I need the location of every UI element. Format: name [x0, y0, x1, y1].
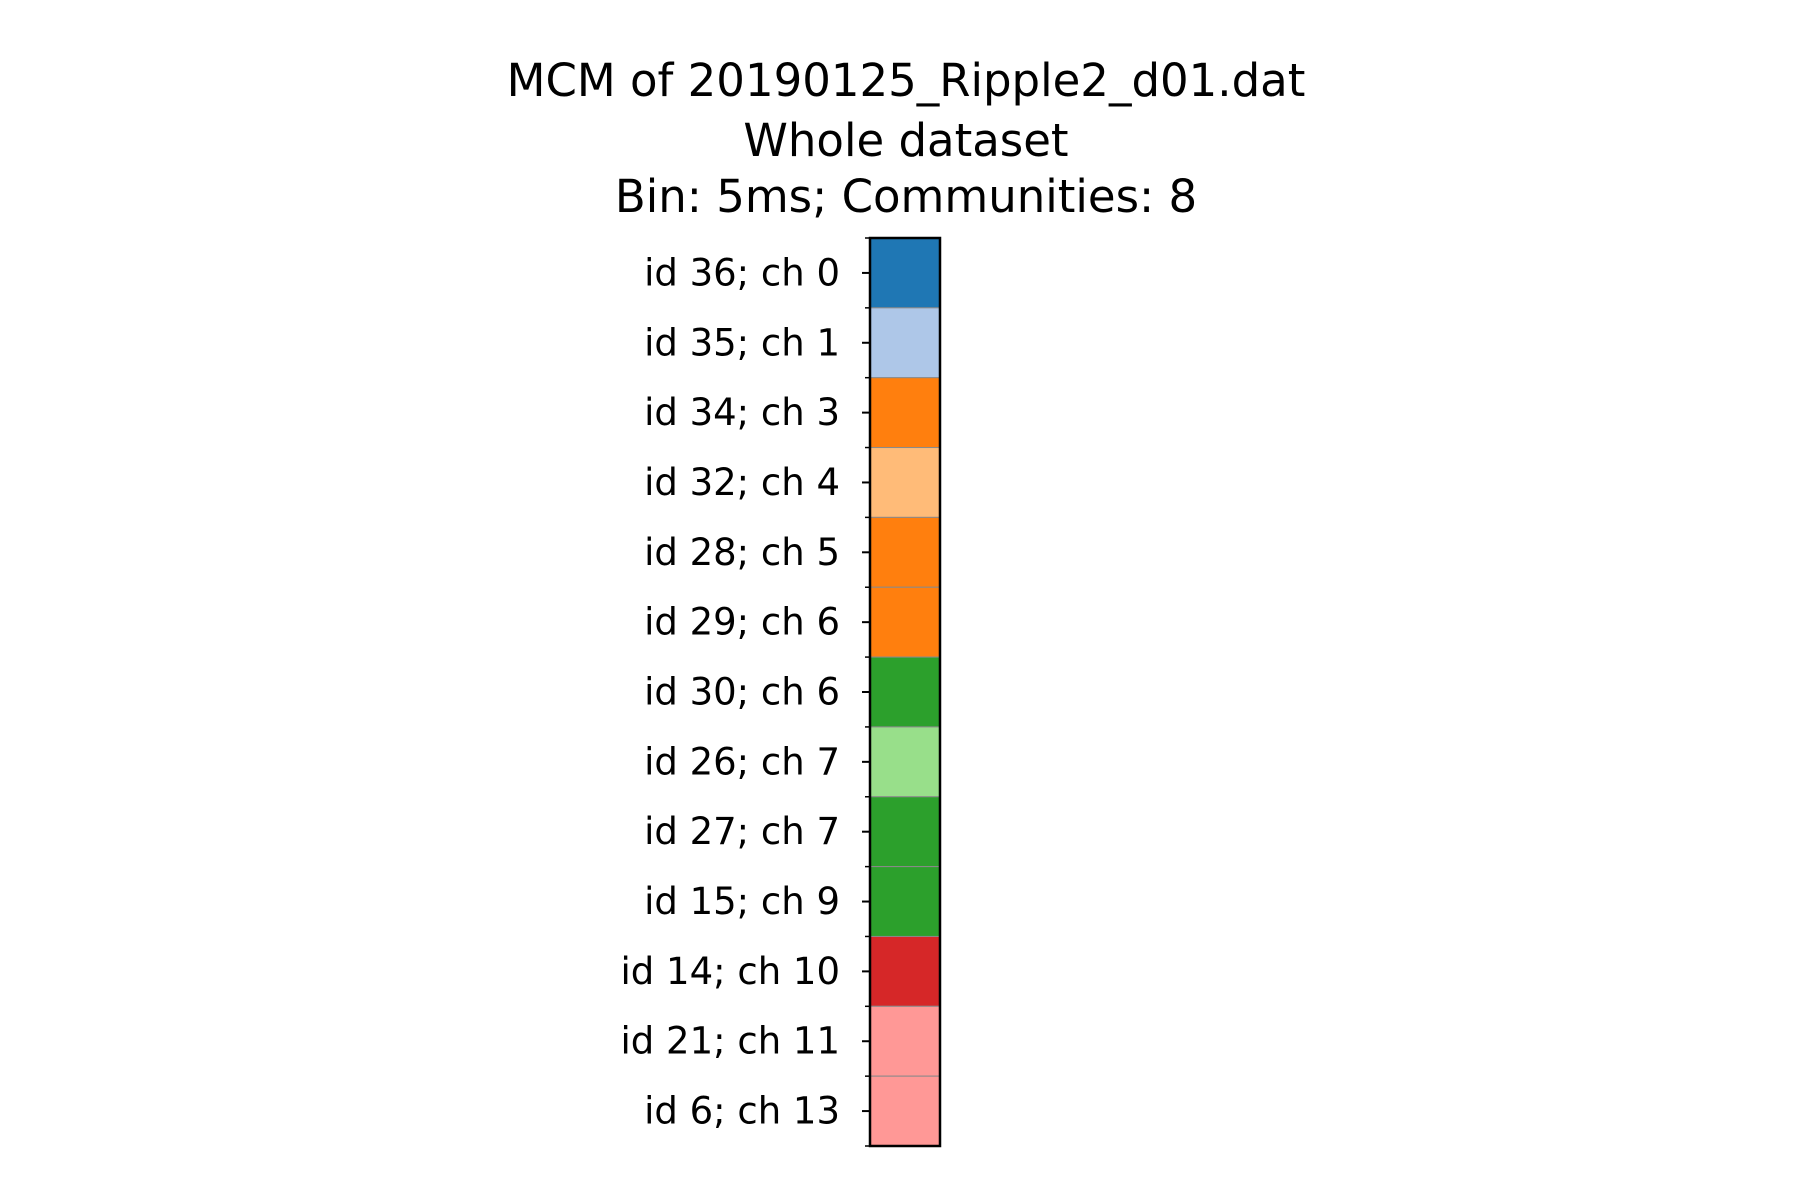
chart-title: MCM of 20190125_Ripple2_d01.dat — [507, 54, 1306, 107]
row-labels: id 36; ch 0 id 35; ch 1 id 34; ch 3 id 32; … — [621, 251, 840, 1132]
community-cell — [869, 377, 941, 449]
row-label: id 29; ch 6 — [644, 601, 840, 644]
community-cell — [869, 1075, 941, 1147]
community-cell — [869, 656, 941, 728]
community-cell — [869, 586, 941, 658]
community-cell — [869, 1005, 941, 1077]
row-label: id 27; ch 7 — [644, 810, 840, 853]
row-label: id 26; ch 7 — [644, 740, 840, 783]
row-label: id 34; ch 3 — [644, 391, 840, 434]
row-label: id 32; ch 4 — [644, 461, 840, 504]
community-cell — [869, 237, 941, 309]
row-label: id 6; ch 13 — [644, 1090, 840, 1133]
community-cell — [869, 796, 941, 868]
community-cell — [869, 516, 941, 588]
row-label: id 21; ch 11 — [621, 1020, 840, 1063]
community-cell — [869, 447, 941, 518]
community-cell — [869, 866, 941, 937]
chart-title-group: MCM of 20190125_Ripple2_d01.dat Whole da… — [507, 54, 1306, 223]
row-label: id 36; ch 0 — [644, 251, 840, 294]
chart-subtitle-2: Bin: 5ms; Communities: 8 — [615, 170, 1197, 223]
row-label: id 28; ch 5 — [644, 531, 840, 574]
heatmap-cells — [869, 237, 941, 1147]
community-cell — [869, 935, 941, 1007]
community-cell — [869, 307, 941, 379]
row-label: id 30; ch 6 — [644, 671, 840, 714]
chart-subtitle: Whole dataset — [743, 114, 1068, 167]
row-label: id 14; ch 10 — [621, 950, 840, 993]
row-label: id 15; ch 9 — [644, 880, 840, 923]
row-label: id 35; ch 1 — [644, 321, 840, 364]
community-cell — [869, 726, 941, 798]
heatmap-frame — [868, 236, 942, 1148]
